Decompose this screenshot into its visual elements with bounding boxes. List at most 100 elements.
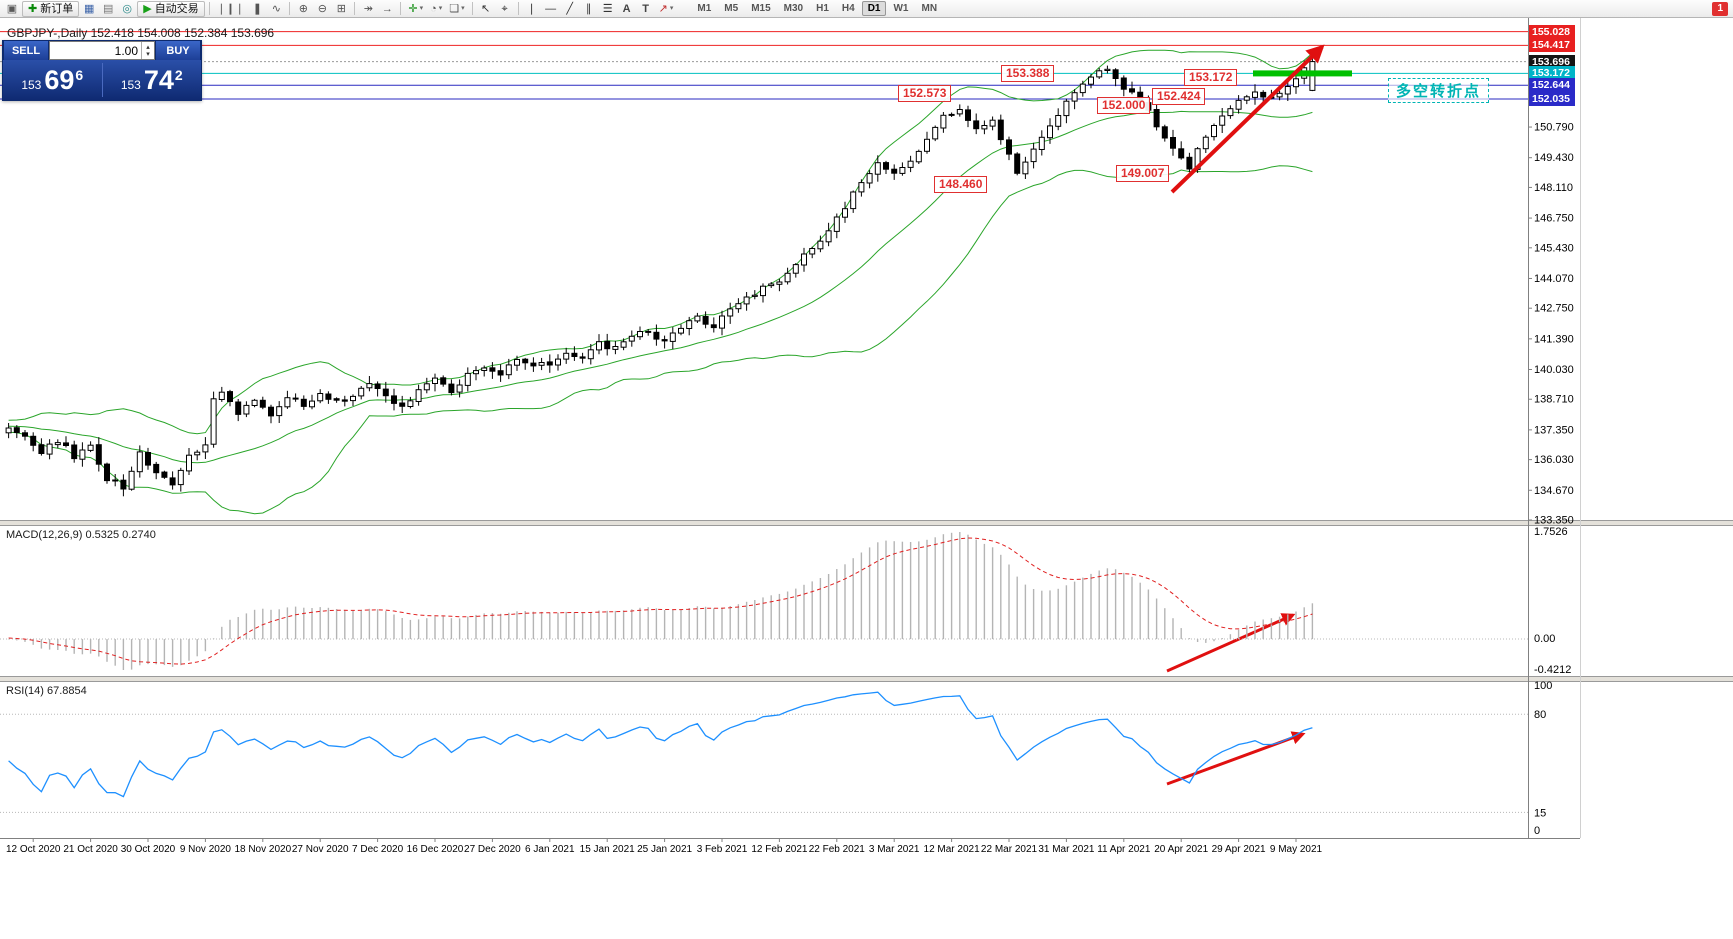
chart-window-icon[interactable]: ▦ — [80, 1, 98, 17]
chart-shift-icon[interactable]: → — [378, 1, 396, 17]
svg-text:137.350: 137.350 — [1534, 424, 1574, 436]
label-icon-glyph: T — [642, 2, 649, 15]
timeframe-button-m15[interactable]: M15 — [751, 3, 771, 14]
horizontal-line-icon[interactable]: — — [542, 1, 560, 17]
zoom-out-icon[interactable]: ⊖ — [313, 1, 331, 17]
templates-icon[interactable]: ❏ ▾ — [446, 1, 467, 17]
cursor-icon: ↖ — [481, 2, 491, 15]
volume-input[interactable]: 1.00 ▴ ▾ — [49, 41, 155, 60]
arrows-icon[interactable]: ↗ ▾ — [656, 1, 677, 17]
new-order-button[interactable]: ✚ 新订单 — [22, 0, 80, 17]
buy-price-prefix: 153 — [120, 78, 141, 92]
svg-text:3 Feb 2021: 3 Feb 2021 — [697, 844, 748, 855]
pivot-note-label[interactable]: 多空转折点 — [1388, 78, 1490, 103]
svg-text:9 May 2021: 9 May 2021 — [1270, 844, 1323, 855]
timeframe-button-m30[interactable]: M30 — [783, 3, 804, 14]
spinner-down-icon[interactable]: ▾ — [146, 50, 150, 58]
crosshair-icon[interactable]: ⌖ — [496, 1, 514, 17]
cursor-icon[interactable]: ↖ — [477, 1, 495, 17]
dropdown-caret-icon: ▾ — [438, 4, 443, 12]
buy-price-big: 74 — [143, 65, 174, 95]
tile-windows-icon: ⊞ — [336, 2, 346, 15]
indicators-icon[interactable]: ✛ ▾ — [405, 1, 426, 17]
zoom-in-icon[interactable]: ⊕ — [294, 1, 312, 17]
terminal-icon[interactable]: ▤ — [99, 1, 117, 17]
spinner-up-icon[interactable]: ▴ — [146, 43, 150, 51]
buy-price-display[interactable]: 153 74 2 — [103, 65, 202, 95]
one-click-trading-panel: SELL 1.00 ▴ ▾ BUY 153 69 6 153 74 2 — [2, 40, 202, 101]
toolbar-separator — [400, 2, 402, 15]
text-icon[interactable]: A — [618, 1, 636, 17]
svg-text:27 Nov 2020: 27 Nov 2020 — [292, 844, 349, 855]
bar-chart-icon[interactable]: ❘❙❘ — [214, 1, 248, 17]
svg-text:22 Feb 2021: 22 Feb 2021 — [809, 844, 866, 855]
timeframe-button-h1[interactable]: H1 — [816, 3, 829, 14]
svg-text:21 Oct 2020: 21 Oct 2020 — [63, 844, 118, 855]
volume-spinner[interactable]: ▴ ▾ — [141, 42, 154, 59]
timeframe-button-mn[interactable]: MN — [921, 3, 938, 14]
chart-title: GBPJPY-,Daily 152.418 154.008 152.384 15… — [7, 26, 275, 40]
autotrading-button[interactable]: ▶ 自动交易 — [137, 0, 205, 17]
trend-arrow-price[interactable] — [1170, 44, 1325, 194]
tile-windows-icon[interactable]: ⊞ — [332, 1, 350, 17]
svg-text:134.670: 134.670 — [1534, 485, 1574, 497]
time-axis[interactable]: 12 Oct 2020 21 Oct 2020 30 Oct 2020 9 Nov 2… — [6, 838, 1323, 855]
channel-icon[interactable]: ∥ — [580, 1, 598, 17]
volume-value: 1.00 — [114, 43, 138, 58]
svg-text:12 Feb 2021: 12 Feb 2021 — [751, 844, 808, 855]
crosshair-icon: ⌖ — [501, 2, 508, 15]
periods-icon[interactable]: ◔ ▾ — [427, 1, 445, 17]
timeframe-button-d1[interactable]: D1 — [861, 1, 887, 16]
trend-arrow-macd[interactable] — [1166, 613, 1296, 673]
svg-text:141.390: 141.390 — [1534, 333, 1574, 345]
timeframe-button-m5[interactable]: M5 — [724, 3, 739, 14]
channel-icon: ∥ — [585, 2, 592, 15]
svg-text:146.750: 146.750 — [1534, 213, 1574, 225]
timeframe-button-w1[interactable]: W1 — [893, 3, 909, 14]
green-level-zone[interactable] — [1253, 70, 1352, 77]
svg-text:16 Dec 2020: 16 Dec 2020 — [407, 844, 464, 855]
terminal-icon: ▤ — [103, 2, 114, 15]
auto-scroll-icon[interactable]: ↠ — [359, 1, 377, 17]
svg-text:140.030: 140.030 — [1534, 364, 1574, 376]
timeframe-button-h4[interactable]: H4 — [841, 3, 855, 14]
svg-text:150.790: 150.790 — [1534, 122, 1574, 134]
svg-text:18 Nov 2020: 18 Nov 2020 — [234, 844, 291, 855]
svg-text:133.350: 133.350 — [1534, 515, 1574, 527]
line-chart-icon[interactable]: ∿ — [267, 1, 285, 17]
toolbar-separator — [208, 2, 210, 15]
rsi-scale-label: 0 — [1534, 825, 1540, 837]
vertical-line-icon[interactable]: ❘ — [523, 1, 541, 17]
buy-button[interactable]: BUY — [155, 41, 201, 60]
bollinger-upper-band — [8, 49, 1313, 435]
svg-text:20 Apr 2021: 20 Apr 2021 — [1154, 844, 1208, 855]
candlestick-chart-icon[interactable]: ❚ — [248, 1, 266, 17]
label-icon[interactable]: T — [637, 1, 655, 17]
svg-text:25 Jan 2021: 25 Jan 2021 — [637, 844, 692, 855]
strategy-tester-icon[interactable]: ◎ — [118, 1, 136, 17]
strategy-tester-icon: ◎ — [122, 2, 133, 15]
timeframe-button-m1[interactable]: M1 — [697, 3, 712, 14]
new-chart-icon[interactable]: ▣ — [3, 1, 21, 17]
sell-price-prefix: 153 — [21, 78, 42, 92]
price-divider — [101, 63, 103, 97]
sell-price-display[interactable]: 153 69 6 — [3, 65, 102, 95]
notification-badge[interactable]: 1 — [1712, 2, 1728, 16]
price-axis[interactable]: 150.790 149.430 148.110 146.750 145.430 144.0… — [1528, 122, 1574, 527]
fibonacci-icon[interactable]: ☰ — [599, 1, 617, 17]
toolbar-separator — [354, 2, 356, 15]
main-toolbar: ▣ ✚ 新订单 ▦ ▤ ◎ ▶ 自动交易 ❘❙❘ ❚ ∿ ⊕ ⊖ ⊞ ↠ → ✛ ▾ ◔ ▾ ❏ ▾ ↖ ⌖ ❘ — ╱ ∥ ☰ A T ↗ ▾… — [0, 0, 1733, 18]
rsi-label: RSI(14) 67.8854 — [6, 685, 87, 697]
new-order-icon: ✚ — [28, 2, 38, 15]
macd-signal-line — [8, 537, 1313, 665]
svg-text:31 Mar 2021: 31 Mar 2021 — [1038, 844, 1095, 855]
trendline-icon[interactable]: ╱ — [561, 1, 579, 17]
macd-histogram — [7, 532, 1314, 670]
svg-text:145.430: 145.430 — [1534, 242, 1574, 254]
svg-text:148.110: 148.110 — [1534, 182, 1573, 194]
arrows-icon: ↗ — [658, 2, 668, 15]
sell-price-big: 69 — [44, 65, 75, 95]
sell-button[interactable]: SELL — [3, 41, 49, 60]
macd-label: MACD(12,26,9) 0.5325 0.2740 — [6, 529, 156, 541]
